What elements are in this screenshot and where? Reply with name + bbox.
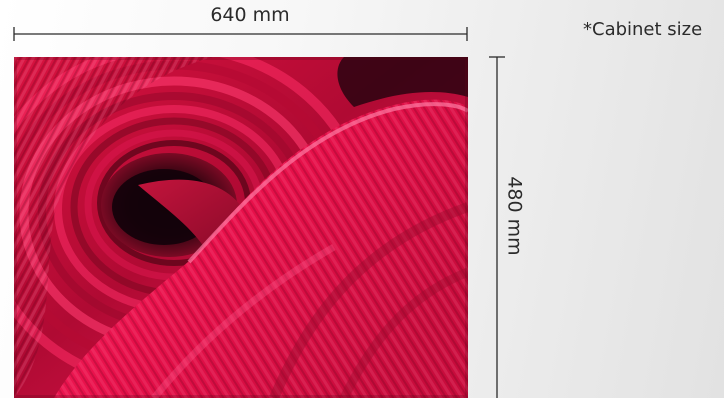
width-dimension-label: 640 mm (210, 4, 290, 26)
swirl-artwork (14, 57, 468, 398)
abstract-red-swirl-panel (14, 57, 468, 398)
width-dimension-line (13, 27, 468, 41)
cabinet-size-note: *Cabinet size (583, 19, 703, 40)
height-dimension-label: 480 mm (503, 176, 526, 256)
